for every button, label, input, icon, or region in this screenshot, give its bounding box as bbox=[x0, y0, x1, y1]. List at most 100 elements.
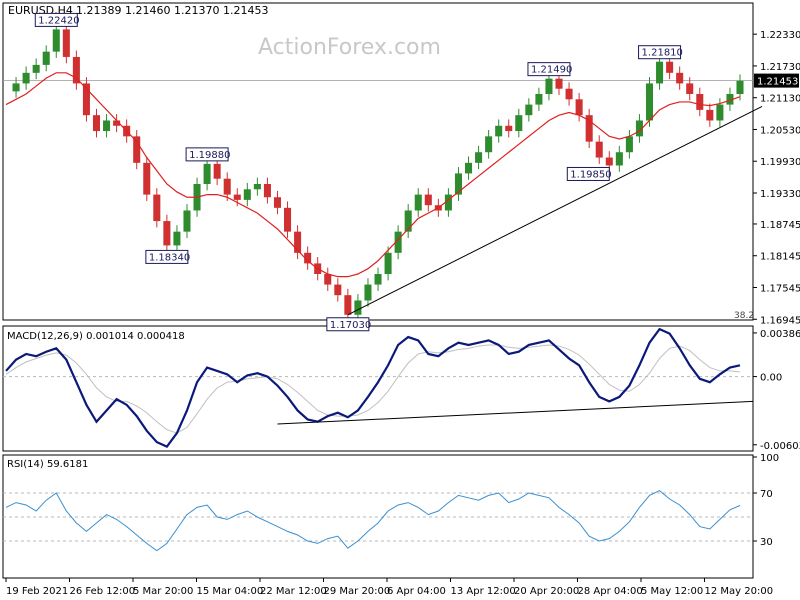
candle-body bbox=[62, 29, 70, 57]
xtick-label: 5 Mar 20:00 bbox=[133, 586, 193, 597]
candle-body bbox=[736, 80, 744, 94]
xtick-label: 13 Apr 12:00 bbox=[451, 586, 516, 597]
candle-body bbox=[82, 83, 90, 116]
candle-body bbox=[253, 184, 261, 190]
candle-body bbox=[666, 61, 674, 73]
candle-body bbox=[324, 274, 332, 285]
macd-ytick-label: -0.006038 bbox=[760, 441, 800, 452]
price-ytick-label: 1.22330 bbox=[760, 30, 800, 41]
candle-body bbox=[424, 194, 432, 206]
candle-body bbox=[706, 109, 714, 121]
candle-body bbox=[203, 163, 211, 184]
candle-body bbox=[595, 141, 603, 158]
candle-body bbox=[163, 221, 171, 246]
price-ytick-label: 1.21730 bbox=[760, 62, 800, 73]
annotation-label: 1.17030 bbox=[330, 320, 371, 331]
candle-body bbox=[374, 274, 382, 285]
candle-body bbox=[294, 231, 302, 253]
candle-body bbox=[273, 197, 281, 208]
price-ytick-label: 1.17545 bbox=[760, 284, 800, 295]
candle-body bbox=[605, 157, 613, 166]
candle-body bbox=[143, 162, 151, 195]
candle-body bbox=[505, 125, 513, 132]
candle-body bbox=[394, 231, 402, 253]
candle-body bbox=[565, 88, 573, 100]
fib-level-label: 38.2 bbox=[734, 311, 754, 321]
price-ytick-label: 1.19330 bbox=[760, 189, 800, 200]
candle-body bbox=[213, 163, 221, 179]
macd-ytick-label: 0.003864 bbox=[760, 329, 800, 340]
price-ytick-label: 1.16945 bbox=[760, 315, 800, 326]
annotation-box bbox=[566, 166, 610, 181]
xtick-label: 12 May 20:00 bbox=[705, 586, 774, 597]
candle-body bbox=[92, 115, 101, 132]
xtick-label: 22 Mar 12:00 bbox=[260, 586, 327, 597]
candle-body bbox=[12, 83, 20, 92]
xtick-label: 19 Feb 2021 bbox=[6, 586, 68, 597]
candle-body bbox=[575, 99, 583, 116]
xtick-label: 29 Mar 20:00 bbox=[324, 586, 391, 597]
candle-body bbox=[676, 72, 684, 84]
rsi-ytick-label: 30 bbox=[760, 537, 773, 548]
xtick-label: 26 Feb 12:00 bbox=[70, 586, 136, 597]
macd-layer bbox=[5, 327, 754, 448]
candle-body bbox=[615, 152, 623, 166]
candle-body bbox=[444, 194, 452, 211]
macd-signal-line bbox=[5, 344, 741, 434]
candle-body bbox=[555, 78, 563, 89]
price-ytick-label: 1.20530 bbox=[760, 125, 800, 136]
price-ytick-label: 1.21130 bbox=[760, 94, 800, 105]
price-ytick-label: 1.18745 bbox=[760, 220, 800, 231]
rsi-layer bbox=[5, 490, 741, 552]
candle-body bbox=[153, 194, 161, 222]
candle-body bbox=[585, 115, 593, 142]
candle-body bbox=[465, 162, 473, 174]
candle-body bbox=[344, 295, 352, 315]
annotation-label: 1.21810 bbox=[642, 48, 683, 59]
candle-body bbox=[535, 94, 543, 105]
macd-trendline bbox=[277, 400, 754, 425]
rsi-title: RSI(14) 59.6181 bbox=[7, 459, 88, 470]
candle-body bbox=[334, 284, 342, 296]
candle-body bbox=[545, 78, 553, 94]
rsi-ytick-label: 100 bbox=[760, 453, 779, 464]
candle-body bbox=[515, 115, 523, 132]
candle-body bbox=[103, 120, 111, 132]
candle-body bbox=[263, 184, 271, 198]
candle-body bbox=[645, 83, 654, 121]
candle-body bbox=[364, 284, 372, 301]
current-price-badge bbox=[754, 73, 799, 88]
xtick-label: 28 Apr 04:00 bbox=[578, 586, 643, 597]
price-layer: 38.2 1.22420 1.18340 1.19880 1.17030 1.21490 1… bbox=[5, 12, 763, 332]
current-price-label: 1.21453 bbox=[757, 77, 798, 88]
candle-body bbox=[72, 56, 80, 84]
annotation-label: 1.18340 bbox=[149, 252, 190, 263]
xtick-label: 5 May 12:00 bbox=[641, 586, 703, 597]
candle-body bbox=[42, 51, 50, 65]
candle-body bbox=[454, 173, 462, 195]
macd-line bbox=[5, 327, 741, 448]
moving-average-line bbox=[5, 72, 741, 278]
annotation-label: 1.22420 bbox=[38, 15, 79, 26]
xtick-label: 6 Apr 04:00 bbox=[387, 586, 446, 597]
candle-body bbox=[354, 300, 362, 315]
candle-body bbox=[726, 94, 734, 105]
xtick-label: 20 Apr 20:00 bbox=[514, 586, 579, 597]
annotation-box bbox=[34, 12, 78, 27]
candle-body bbox=[183, 210, 191, 232]
ohlc-readout: 1.21389 1.21460 1.21370 1.21453 bbox=[76, 4, 268, 17]
macd-panel bbox=[2, 325, 754, 452]
annotation-box bbox=[185, 147, 229, 162]
rsi-line bbox=[5, 490, 741, 552]
candle-body bbox=[635, 120, 643, 137]
candle-body bbox=[475, 152, 483, 163]
price-trendline bbox=[347, 105, 763, 316]
candle-body bbox=[113, 120, 121, 126]
macd-ytick-label: 0.00 bbox=[760, 373, 782, 384]
price-ytick-label: 1.19930 bbox=[760, 157, 800, 168]
candle-body bbox=[525, 104, 533, 116]
candle-body bbox=[404, 210, 412, 232]
macd-title: MACD(12,26,9) 0.001014 0.000418 bbox=[7, 331, 185, 342]
rsi-ytick-label: 70 bbox=[760, 489, 773, 500]
